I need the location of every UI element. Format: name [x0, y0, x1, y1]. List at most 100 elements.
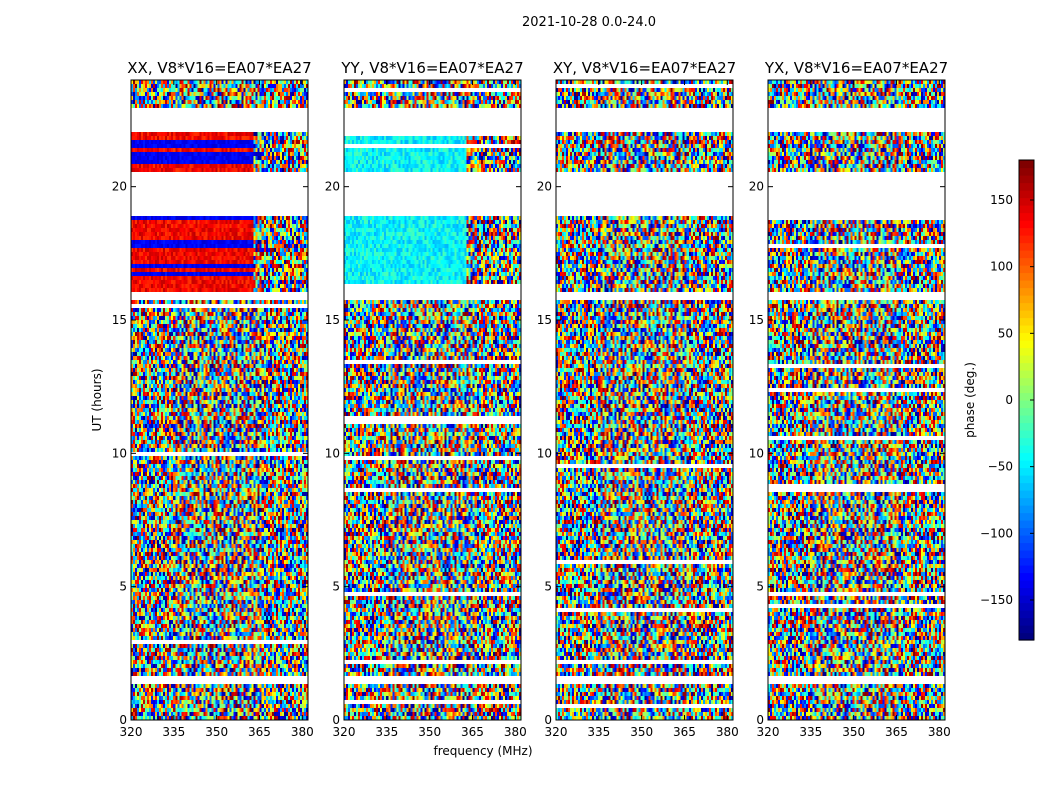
colorbar-tick-label: 150 [990, 193, 1013, 207]
colorbar-segment [1019, 235, 1034, 244]
colorbar-segment [1019, 572, 1034, 581]
panel-xx: XX, V8*V16=EA07*EA27 320 335 350 365 380 0 5 10 1… [112, 59, 314, 739]
colorbar-segment [1019, 407, 1034, 416]
panel-title: XX, V8*V16=EA07*EA27 [127, 59, 311, 77]
colorbar-segment [1019, 190, 1034, 199]
y-tick-label: 15 [112, 313, 127, 327]
x-tick-label: 320 [333, 725, 356, 739]
colorbar-segment [1019, 415, 1034, 424]
colorbar-segment [1019, 595, 1034, 604]
colorbar-segment [1019, 437, 1034, 446]
colorbar-segment [1019, 167, 1034, 176]
panel-frame [343, 79, 522, 721]
colorbar-segment [1019, 625, 1034, 634]
colorbar-segment [1019, 317, 1034, 326]
colorbar-segment [1019, 160, 1034, 169]
colorbar-segment [1019, 520, 1034, 529]
x-tick-label: 320 [757, 725, 780, 739]
panel-yx: YX, V8*V16=EA07*EA27 320 335 350 365 380 0 5 10 1… [749, 59, 951, 739]
colorbar-segment [1019, 445, 1034, 454]
colorbar-tick-label: −150 [980, 593, 1013, 607]
colorbar-segment [1019, 557, 1034, 566]
colorbar-segment [1019, 280, 1034, 289]
y-tick-label: 10 [537, 446, 552, 460]
colorbar-tick-label: 100 [990, 260, 1013, 274]
colorbar-segment [1019, 587, 1034, 596]
colorbar-segment [1019, 400, 1034, 409]
colorbar-segment [1019, 295, 1034, 304]
colorbar-segment [1019, 205, 1034, 214]
y-tick-label: 20 [537, 180, 552, 194]
x-tick-label: 365 [248, 725, 271, 739]
x-tick-label: 350 [418, 725, 441, 739]
y-tick-label: 5 [332, 580, 340, 594]
x-axis-label: frequency (MHz) [433, 744, 532, 758]
colorbar-segment [1019, 527, 1034, 536]
colorbar-segment [1019, 542, 1034, 551]
y-axis-label: UT (hours) [90, 368, 104, 431]
x-tick-label: 335 [162, 725, 185, 739]
y-tick-label: 5 [756, 580, 764, 594]
y-tick-label: 15 [537, 313, 552, 327]
colorbar-segment [1019, 505, 1034, 514]
colorbar-segment [1019, 482, 1034, 491]
colorbar-segment [1019, 490, 1034, 499]
heatmap-image [556, 80, 733, 720]
colorbar-segment [1019, 535, 1034, 544]
x-tick-label: 350 [205, 725, 228, 739]
colorbar-segment [1019, 265, 1034, 274]
heatmap-image [768, 80, 945, 720]
colorbar-segment [1019, 467, 1034, 476]
colorbar-tick-label: 0 [1005, 393, 1013, 407]
y-tick-label: 15 [325, 313, 340, 327]
colorbar-segment [1019, 220, 1034, 229]
panel-xy: XY, V8*V16=EA07*EA27 320 335 350 365 380 0 5 10 1… [537, 59, 739, 739]
colorbar-segment [1019, 272, 1034, 281]
y-tick-label: 10 [749, 446, 764, 460]
colorbar-segment [1019, 355, 1034, 364]
y-tick-label: 0 [756, 713, 764, 727]
colorbar-segment [1019, 550, 1034, 559]
x-tick-label: 335 [375, 725, 398, 739]
y-tick-label: 20 [112, 180, 127, 194]
colorbar-tick-label: 50 [998, 326, 1013, 340]
heatmap-image [131, 80, 308, 720]
x-tick-label: 365 [461, 725, 484, 739]
colorbar-segment [1019, 287, 1034, 296]
x-tick-label: 335 [587, 725, 610, 739]
colorbar-segment [1019, 362, 1034, 371]
panel-frame [130, 79, 309, 721]
y-tick-label: 5 [119, 580, 127, 594]
colorbar-segment [1019, 212, 1034, 221]
x-tick-label: 380 [504, 725, 527, 739]
panel-yy: YY, V8*V16=EA07*EA27 320 335 350 365 380 0 5 10 1… [325, 59, 527, 739]
colorbar-segment [1019, 632, 1034, 641]
colorbar-segment [1019, 385, 1034, 394]
colorbar-segment [1019, 310, 1034, 319]
panel-title: YY, V8*V16=EA07*EA27 [340, 59, 523, 77]
colorbar-segment [1019, 377, 1034, 386]
x-tick-label: 380 [716, 725, 739, 739]
colorbar-segment [1019, 257, 1034, 266]
x-tick-label: 365 [673, 725, 696, 739]
colorbar-segment [1019, 497, 1034, 506]
colorbar-segment [1019, 370, 1034, 379]
colorbar-tick-label: −50 [988, 460, 1013, 474]
colorbar: −150 −100 −50 0 50 100 150 [980, 159, 1035, 641]
colorbar-segment [1019, 175, 1034, 184]
heatmap-image [344, 80, 521, 720]
colorbar-tick-label: −100 [980, 526, 1013, 540]
x-tick-label: 320 [120, 725, 143, 739]
y-tick-label: 10 [325, 446, 340, 460]
x-tick-label: 365 [885, 725, 908, 739]
colorbar-segment [1019, 347, 1034, 356]
colorbar-segment [1019, 452, 1034, 461]
panel-frame [767, 79, 946, 721]
colorbar-segment [1019, 227, 1034, 236]
colorbar-segment [1019, 475, 1034, 484]
colorbar-segment [1019, 610, 1034, 619]
y-tick-label: 0 [544, 713, 552, 727]
colorbar-segment [1019, 250, 1034, 259]
colorbar-segment [1019, 325, 1034, 334]
